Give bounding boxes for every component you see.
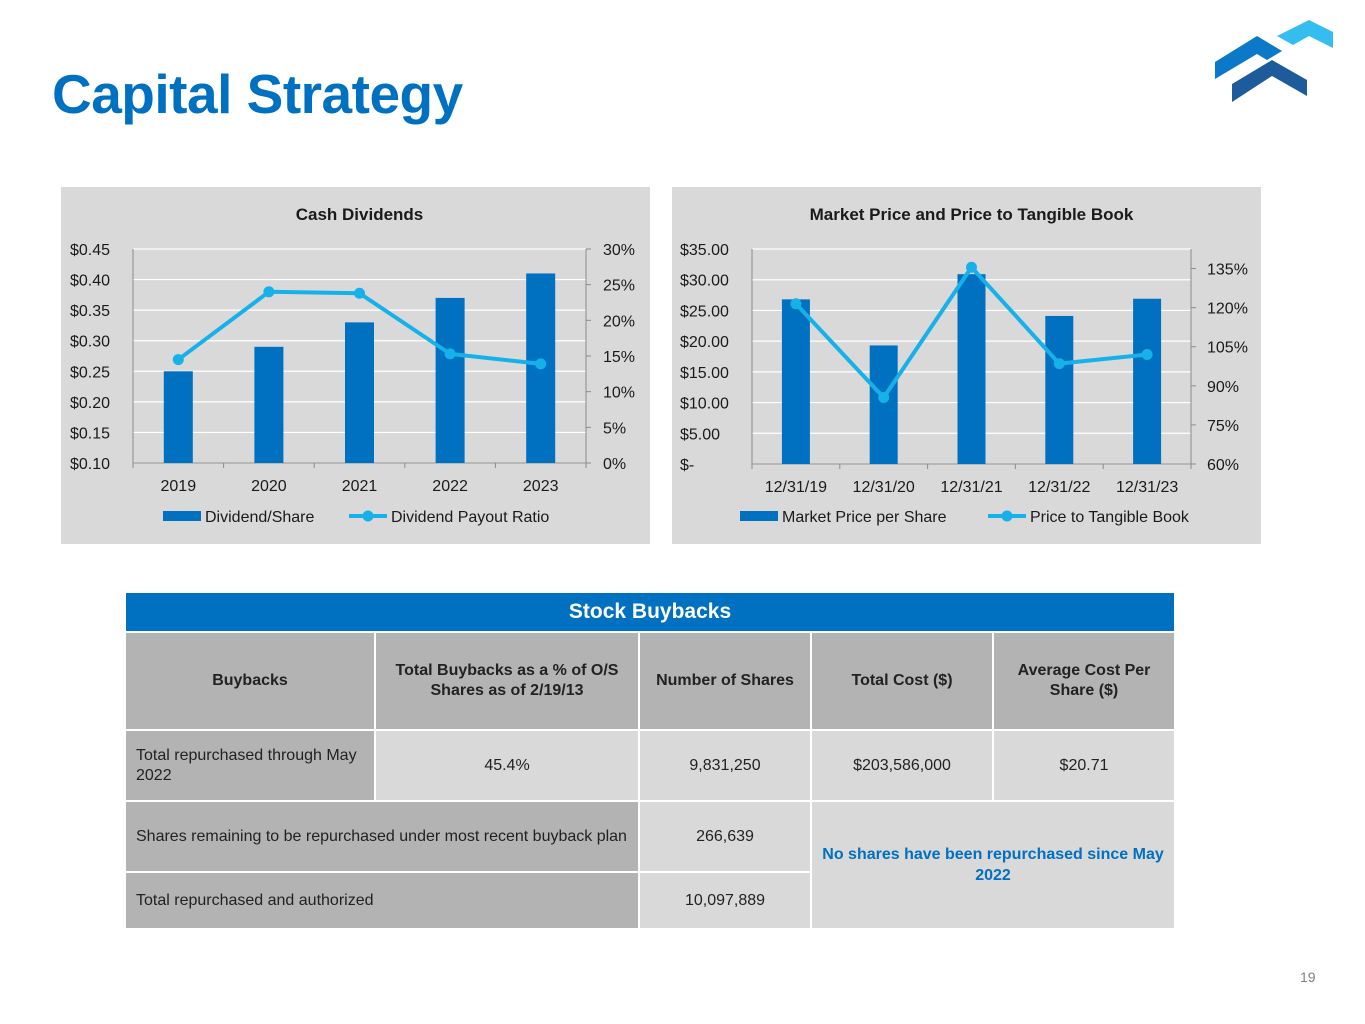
- y-left-tick-label: $0.30: [70, 334, 110, 351]
- header-number-of-shares: Number of Shares: [638, 631, 812, 731]
- table-banner: Stock Buybacks: [123, 591, 1177, 633]
- bar: [435, 297, 465, 463]
- cell-avg-cost: $20.71: [991, 729, 1177, 802]
- y-left-tick-label: $0.40: [70, 273, 110, 290]
- table-row: Total repurchased and authorized 10,097,…: [124, 871, 1175, 930]
- header-total-cost: Total Cost ($): [810, 631, 994, 731]
- x-tick-label: 2021: [342, 478, 378, 495]
- stock-buybacks-table: Stock Buybacks Buybacks Total Buybacks a…: [123, 591, 1177, 930]
- y-right-tick-label: 5%: [603, 420, 626, 437]
- market-price-chart: Market Price and Price to Tangible Book $…: [672, 187, 1261, 544]
- bar: [1045, 315, 1074, 464]
- y-left-tick-label: $20.00: [680, 334, 729, 351]
- cell-pct: 45.4%: [374, 729, 640, 802]
- chart-title: Cash Dividends: [296, 205, 424, 224]
- row-label: Total repurchased and authorized: [124, 871, 640, 930]
- bar: [869, 345, 898, 464]
- x-tick-label: 12/31/23: [1116, 479, 1178, 496]
- line-point: [263, 286, 275, 298]
- x-tick-label: 12/31/22: [1028, 479, 1090, 496]
- y-right-tick-label: 120%: [1207, 301, 1248, 318]
- row-label: Total repurchased through May 2022: [124, 729, 376, 802]
- bar: [1133, 298, 1162, 464]
- buyback-note: No shares have been repurchased since Ma…: [809, 800, 1177, 930]
- y-left-tick-label: $35.00: [680, 242, 729, 259]
- legend-label: Market Price per Share: [782, 509, 947, 526]
- y-left-tick-label: $0.20: [70, 395, 110, 412]
- table-row: Total repurchased through May 2022 45.4%…: [124, 729, 1177, 802]
- legend-label: Dividend/Share: [205, 509, 315, 526]
- header-pct-shares: Total Buybacks as a % of O/S Shares as o…: [374, 631, 640, 731]
- line-point: [966, 261, 977, 273]
- cell-shares: 9,831,250: [638, 729, 812, 802]
- line-point: [354, 287, 365, 299]
- bar: [781, 299, 810, 464]
- y-left-tick-label: $30.00: [680, 273, 729, 290]
- y-left-tick-label: $0.10: [70, 456, 110, 473]
- y-left-tick-label: $0.35: [70, 303, 110, 320]
- x-tick-label: 12/31/21: [940, 479, 1002, 496]
- y-right-tick-label: 25%: [603, 278, 635, 295]
- x-tick-label: 12/31/20: [853, 479, 915, 496]
- page-title: Capital Strategy: [52, 63, 463, 125]
- y-left-tick-label: $0.45: [70, 242, 110, 259]
- table-row: Shares remaining to be repurchased under…: [124, 800, 1177, 930]
- line-point: [1141, 349, 1153, 361]
- x-tick-label: 2019: [161, 478, 197, 495]
- x-tick-label: 2020: [251, 478, 287, 495]
- y-left-tick-label: $15.00: [680, 365, 729, 382]
- legend-label: Price to Tangible Book: [1030, 509, 1190, 526]
- y-right-tick-label: 105%: [1207, 340, 1248, 357]
- header-average-cost: Average Cost Per Share ($): [991, 631, 1177, 731]
- cash-dividends-plot: Cash Dividends $0.10 $0.15 $0.20 $0.25 $0.30 $…: [70, 205, 635, 526]
- legend-swatch-bar: [740, 511, 778, 521]
- y-right-tick-label: 90%: [1207, 379, 1239, 396]
- x-tick-label: 2022: [432, 478, 468, 495]
- legend-swatch-marker: [362, 510, 374, 522]
- cell-shares: 10,097,889: [638, 871, 812, 930]
- line-point: [1053, 358, 1065, 370]
- line-point: [535, 358, 547, 370]
- y-left-tick-label: $25.00: [680, 303, 729, 320]
- line-point: [878, 392, 890, 404]
- row-label: Shares remaining to be repurchased under…: [124, 800, 640, 873]
- y-right-tick-label: 0%: [603, 456, 626, 473]
- line-point: [172, 354, 184, 366]
- cash-dividends-chart: Cash Dividends $0.10 $0.15 $0.20 $0.25 $0.30 $…: [61, 187, 650, 544]
- legend-swatch-marker: [1001, 510, 1013, 522]
- header-buybacks: Buybacks: [124, 631, 376, 731]
- legend-label: Dividend Payout Ratio: [391, 509, 549, 526]
- cell-shares: 266,639: [638, 800, 812, 873]
- y-right-tick-label: 135%: [1207, 262, 1248, 279]
- y-left-tick-label: $10.00: [680, 396, 729, 413]
- company-logo-icon: [1215, 20, 1333, 102]
- y-right-tick-label: 75%: [1207, 418, 1239, 435]
- y-left-tick-label: $0.25: [70, 364, 110, 381]
- line-point: [444, 348, 456, 360]
- bar: [957, 274, 986, 464]
- bar: [163, 371, 193, 463]
- x-tick-label: 2023: [523, 478, 559, 495]
- x-tick-label: 12/31/19: [765, 479, 827, 496]
- bar: [345, 322, 374, 463]
- y-left-tick-label: $-: [680, 457, 694, 474]
- chart-title: Market Price and Price to Tangible Book: [810, 205, 1134, 224]
- y-right-tick-label: 10%: [603, 385, 635, 402]
- y-right-tick-label: 30%: [603, 242, 635, 259]
- page-number: 19: [1300, 969, 1316, 985]
- y-left-tick-label: $5.00: [680, 426, 720, 443]
- legend-swatch-bar: [163, 511, 201, 521]
- cell-cost: $203,586,000: [810, 729, 994, 802]
- line-point: [790, 298, 802, 310]
- y-right-tick-label: 15%: [603, 349, 635, 366]
- y-right-tick-label: 20%: [603, 313, 635, 330]
- y-left-tick-label: $0.15: [70, 425, 110, 442]
- market-price-plot: Market Price and Price to Tangible Book $…: [680, 205, 1248, 526]
- bar: [254, 346, 284, 463]
- y-right-tick-label: 60%: [1207, 457, 1239, 474]
